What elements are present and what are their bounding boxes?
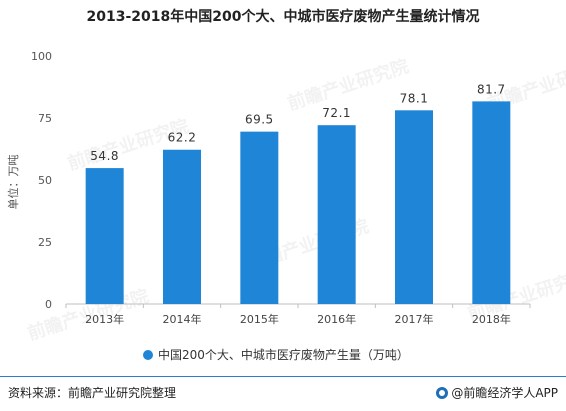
bar-value-label: 72.1 [322, 106, 351, 120]
legend: 中国200个大、中城市医疗废物产生量（万吨） [143, 347, 409, 362]
legend-marker [143, 350, 153, 360]
y-axis-label: 单位：万吨 [6, 155, 20, 210]
footer-divider [0, 376, 566, 377]
x-tick-label: 2018年 [472, 312, 511, 326]
bar-value-label: 81.7 [477, 82, 506, 96]
y-tick-label: 50 [38, 174, 52, 187]
bar-value-label: 62.2 [168, 131, 197, 145]
source-note: 资料来源：前瞻产业研究院整理 [8, 386, 177, 400]
y-tick-label: 0 [45, 298, 52, 311]
bar [472, 101, 511, 304]
brand-credit: @前瞻经济学人APP [436, 384, 558, 401]
bar-value-label: 54.8 [90, 149, 119, 163]
brand-text: @前瞻经济学人APP [451, 386, 558, 400]
y-tick-label: 75 [38, 112, 52, 125]
chart-title: 2013-2018年中国200个大、中城市医疗废物产生量统计情况 [86, 9, 480, 25]
bar [317, 125, 356, 304]
y-axis-ticks: 0 25 50 75 100 [31, 50, 52, 311]
y-tick-label: 25 [38, 236, 52, 249]
x-tick-label: 2014年 [163, 312, 202, 326]
brand-logo-icon [436, 387, 449, 399]
bar [395, 110, 433, 304]
bar-value-label: 69.5 [245, 113, 274, 127]
legend-label: 中国200个大、中城市医疗废物产生量（万吨） [158, 347, 409, 362]
bar [163, 149, 201, 304]
x-tick-label: 2017年 [395, 312, 434, 326]
bar-series: 54.8 2013年 62.2 2014年 69.5 2015年 72.1 2016年 78.1… [65, 82, 531, 326]
x-tick-label: 2016年 [317, 312, 356, 326]
y-tick-label: 100 [31, 50, 52, 63]
x-tick-label: 2013年 [85, 312, 124, 326]
bar-value-label: 78.1 [400, 91, 429, 105]
bar [85, 168, 124, 304]
bar [240, 131, 279, 304]
x-tick-label: 2015年 [240, 312, 279, 326]
